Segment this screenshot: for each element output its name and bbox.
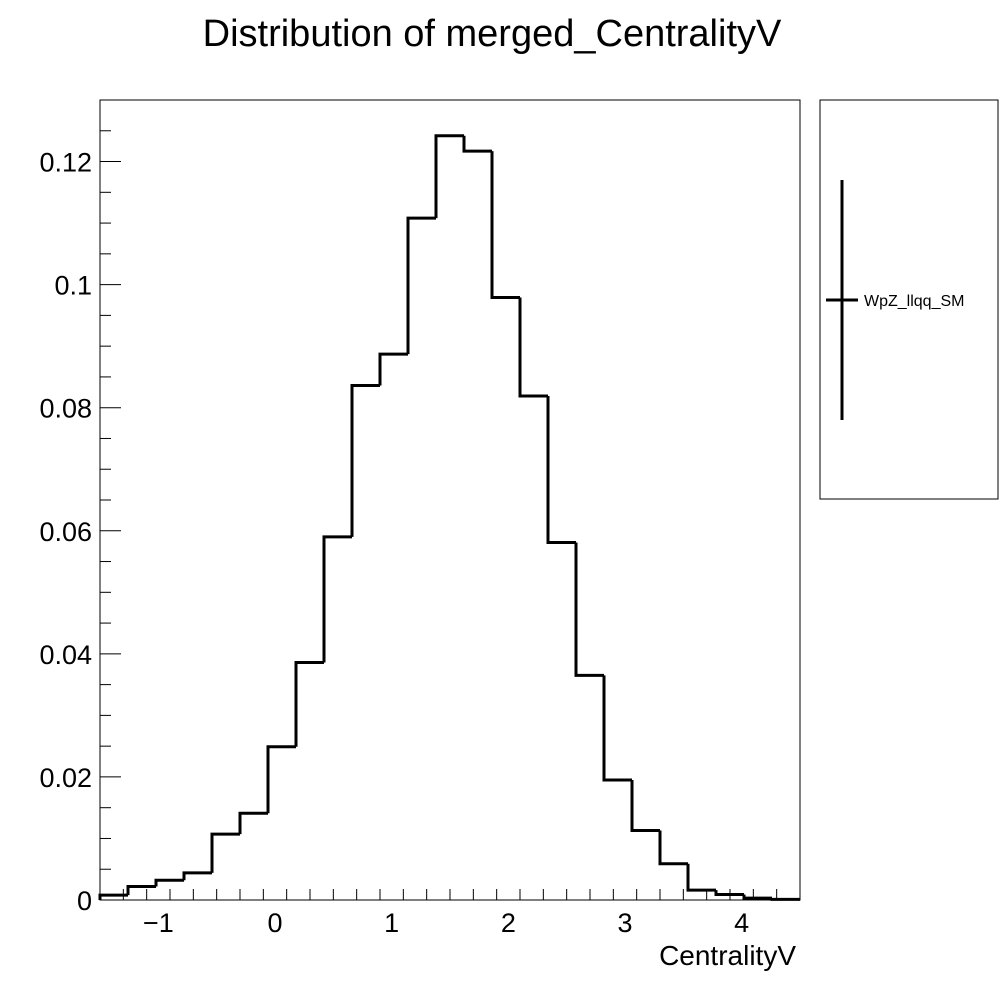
legend-entry-label: WpZ_llqq_SM: [864, 293, 964, 310]
histogram-bin: [490, 151, 520, 300]
x-tick-label: 0: [267, 908, 282, 938]
chart-title: Distribution of merged_CentralityV: [203, 13, 782, 55]
y-tick-label: 0.06: [39, 517, 92, 547]
histogram-bin: [378, 352, 408, 386]
histogram-bin: [434, 134, 464, 219]
histogram-bin: [518, 297, 548, 398]
histogram-bin: [294, 660, 324, 747]
y-tick-label: 0: [77, 886, 92, 916]
histogram-bin: [98, 893, 128, 900]
histogram-bin: [266, 745, 296, 814]
histogram-bin: [602, 675, 632, 782]
histogram-bin: [406, 216, 436, 355]
x-tick-label: 2: [501, 908, 516, 938]
histogram-bin: [742, 894, 772, 900]
x-tick-label: 1: [384, 908, 399, 938]
y-tick-label: 0.12: [39, 148, 92, 178]
histogram-bin: [686, 863, 716, 892]
histogram-bin: [154, 878, 184, 887]
histogram-bin: [126, 884, 156, 896]
histogram-bin: [574, 542, 604, 677]
histogram-bin: [714, 890, 744, 896]
x-tick-label: −1: [143, 908, 174, 938]
legend: WpZ_llqq_SM: [819, 99, 999, 500]
histogram-bin: [658, 830, 688, 866]
histogram-bin: [322, 535, 352, 663]
y-tick-label: 0.02: [39, 763, 92, 793]
x-axis: −1 0 1 2 3 4: [99, 889, 801, 938]
histogram-series: [98, 134, 800, 901]
x-tick-label: 4: [734, 908, 749, 938]
histogram-bin: [210, 832, 240, 873]
y-tick-label: 0.04: [39, 640, 92, 670]
histogram-bin: [238, 811, 268, 835]
x-tick-label: 3: [617, 908, 632, 938]
y-tick-label: 0.08: [39, 394, 92, 424]
histogram-bin: [770, 897, 800, 901]
x-axis-label: CentralityV: [659, 940, 796, 971]
y-tick-label: 0.1: [54, 271, 92, 301]
histogram-bin: [630, 780, 660, 832]
histogram-bin: [182, 871, 212, 881]
histogram-bin: [350, 384, 380, 537]
histogram-bin: [462, 135, 492, 153]
plot-frame: [99, 99, 801, 901]
y-axis: 0 0.02 0.04 0.06 0.08 0.1 0.12: [39, 99, 121, 916]
histogram-bin: [546, 396, 576, 544]
